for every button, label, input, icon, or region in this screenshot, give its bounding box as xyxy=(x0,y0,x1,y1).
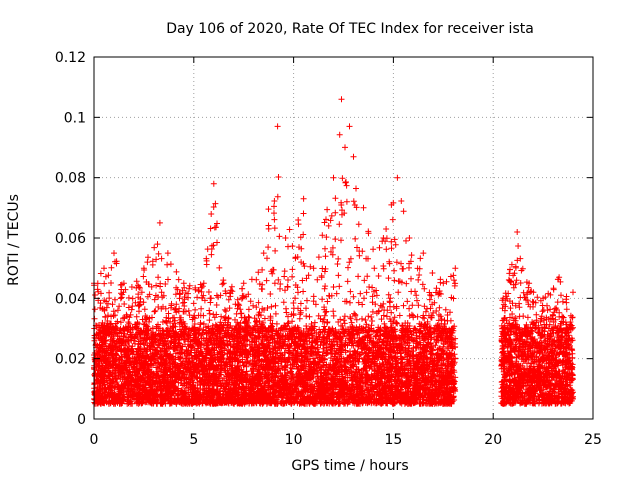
y-tick-label: 0 xyxy=(77,412,86,428)
x-tick-label: 25 xyxy=(584,432,602,448)
y-tick-label: 0.1 xyxy=(64,110,86,126)
chart-title: Day 106 of 2020, Rate Of TEC Index for r… xyxy=(166,21,534,37)
y-tick-label: 0.06 xyxy=(55,231,86,247)
y-tick-label: 0.08 xyxy=(55,171,86,187)
x-tick-label: 5 xyxy=(189,432,198,448)
x-tick-label: 15 xyxy=(384,432,402,448)
x-tick-label: 20 xyxy=(484,432,502,448)
ticks: 0 5 10 15 20 25 0 0.02 0.04 0.06 0.08 0.1 0.12 xyxy=(55,50,602,448)
grid xyxy=(94,57,593,419)
y-tick-label: 0.12 xyxy=(55,50,86,66)
y-tick-label: 0.02 xyxy=(55,352,86,368)
roti-points xyxy=(91,96,576,407)
x-tick-label: 0 xyxy=(90,432,99,448)
data-points xyxy=(91,96,576,407)
y-tick-label: 0.04 xyxy=(55,291,86,307)
y-axis-label: ROTI / TECUs xyxy=(6,194,22,286)
x-axis-label: GPS time / hours xyxy=(291,458,408,474)
x-tick-label: 10 xyxy=(285,432,303,448)
